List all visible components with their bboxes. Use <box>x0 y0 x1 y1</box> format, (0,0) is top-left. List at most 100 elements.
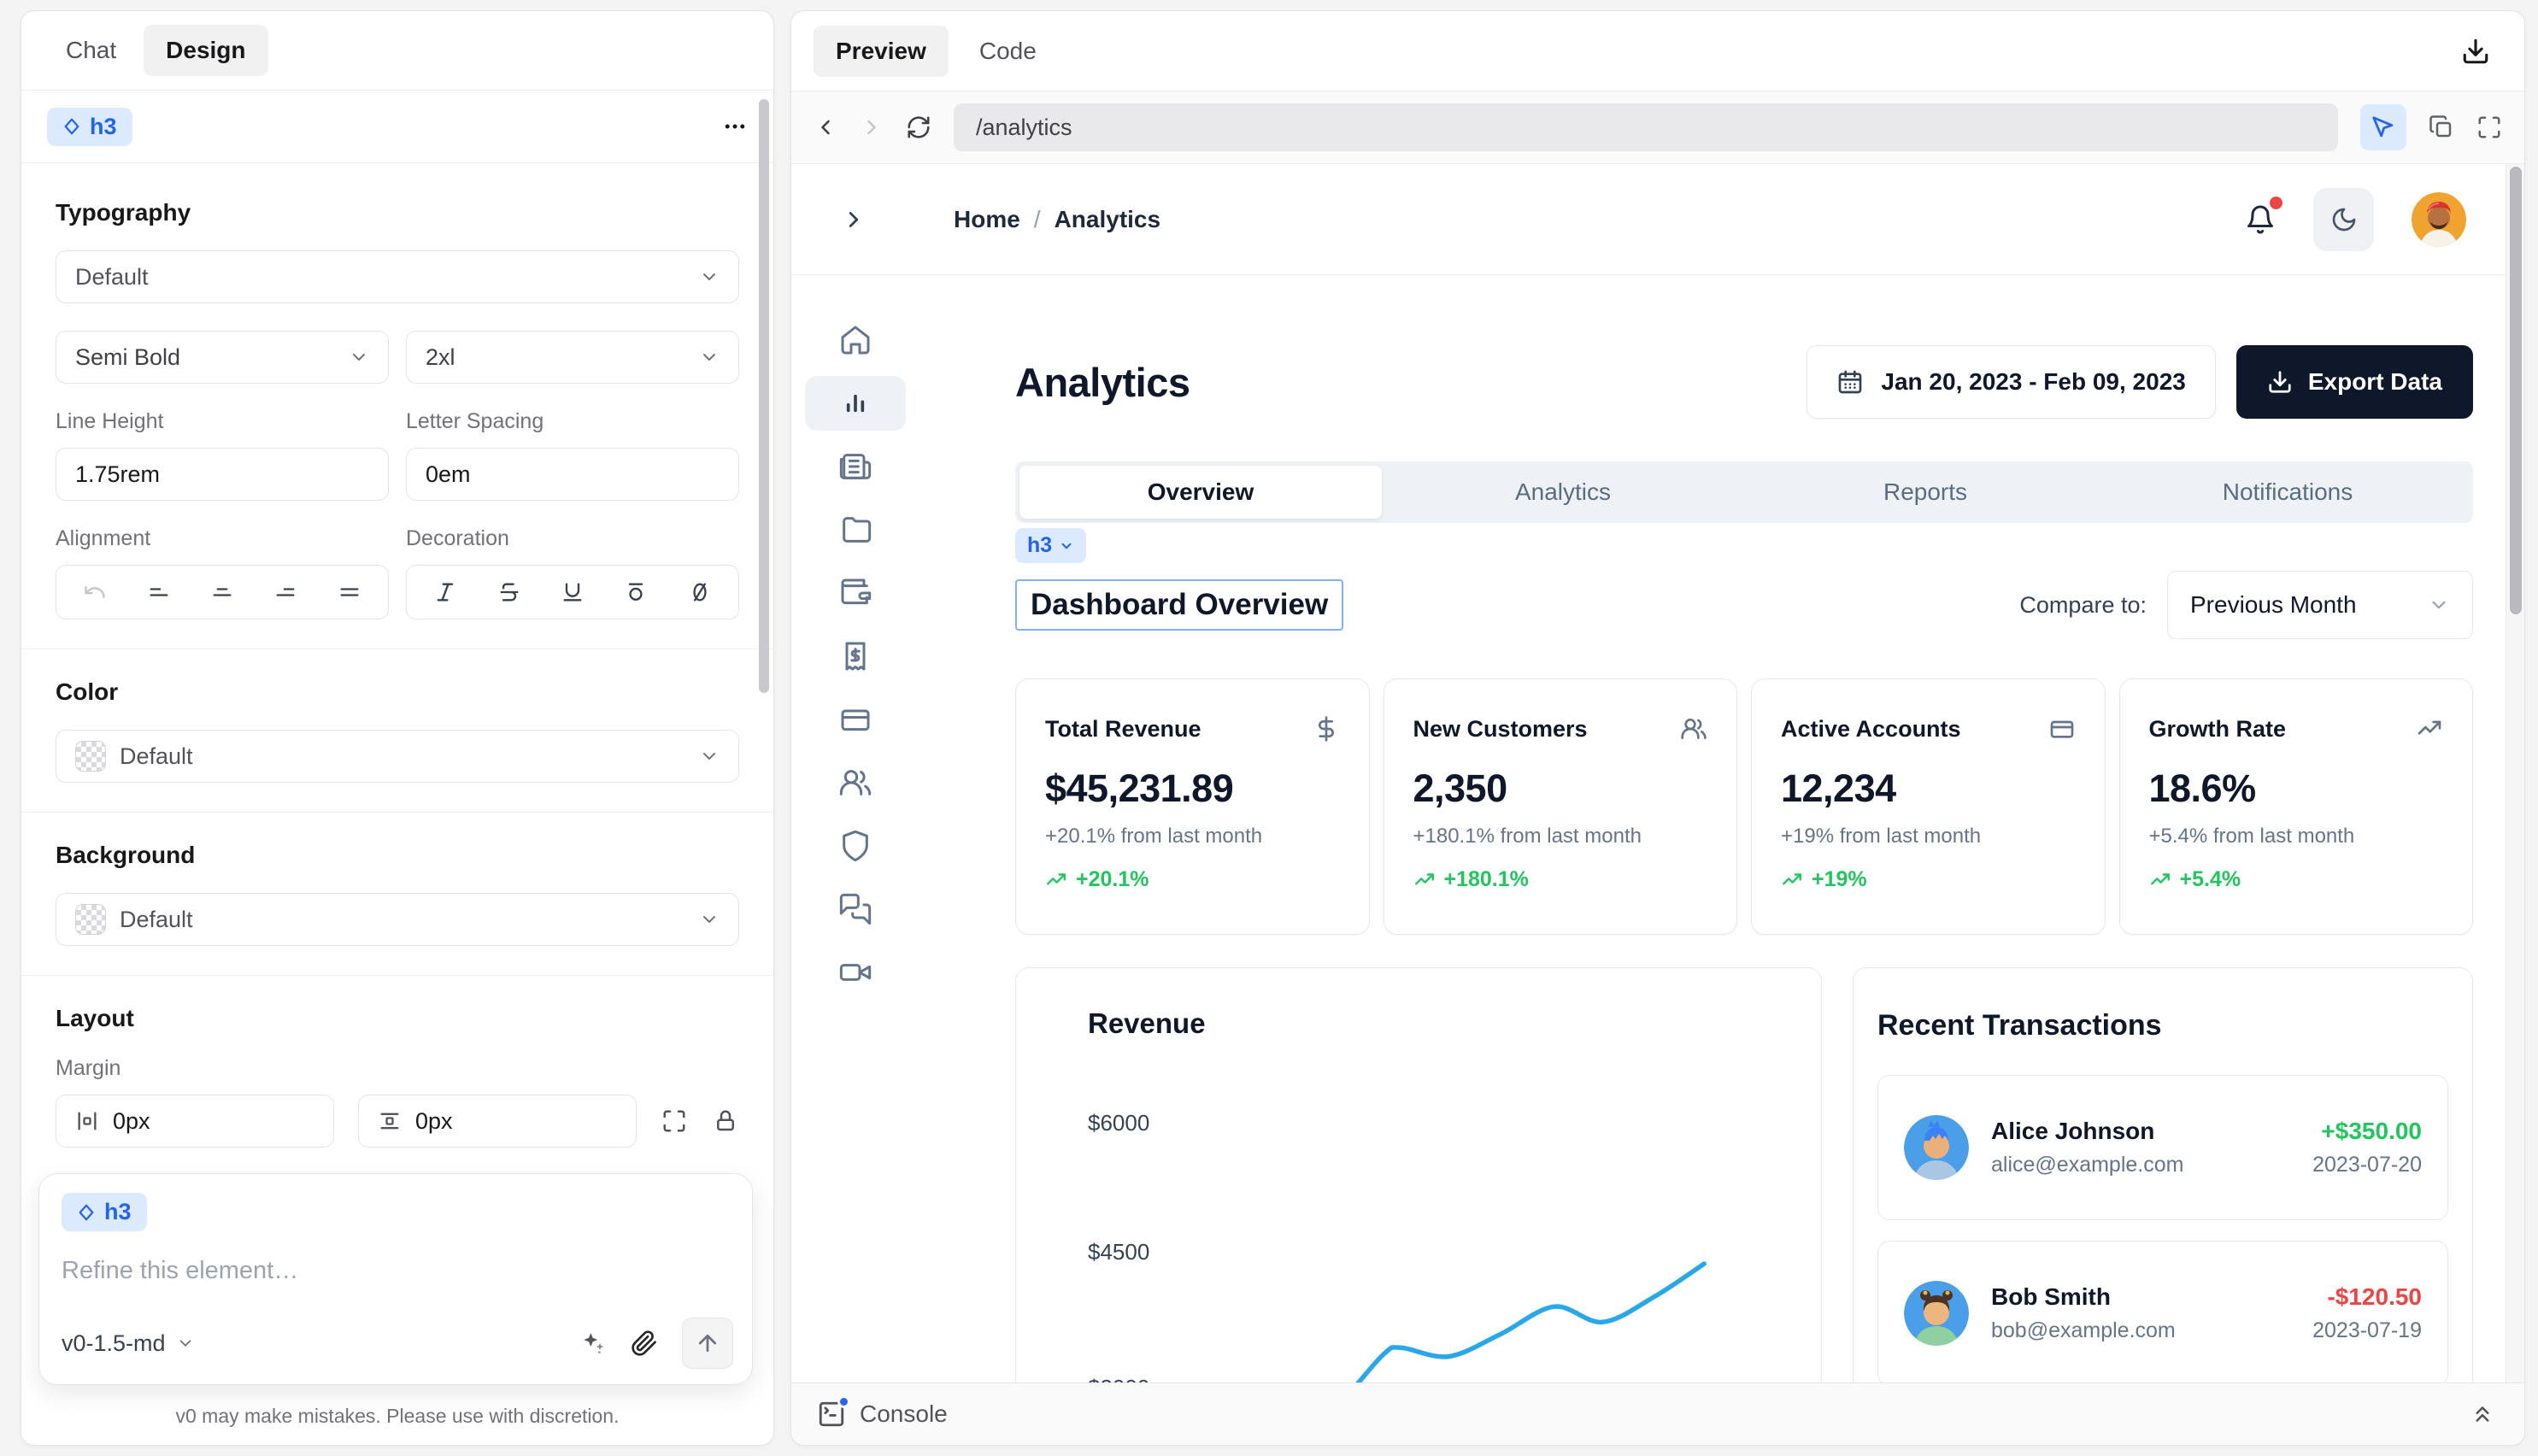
chevron-down-icon <box>2428 594 2450 616</box>
paperclip-icon[interactable] <box>631 1330 658 1357</box>
notifications-bell-icon[interactable] <box>2245 196 2282 235</box>
dark-mode-toggle[interactable] <box>2313 187 2374 251</box>
preview-panel-header: Preview Code <box>791 11 2524 91</box>
expand-margin-icon[interactable] <box>661 1101 688 1141</box>
tab-analytics[interactable]: Analytics <box>1514 478 1612 505</box>
sidebar-item-video[interactable] <box>805 945 906 1000</box>
scrollbar-thumb[interactable] <box>2510 167 2522 614</box>
copy-icon[interactable] <box>2429 114 2454 140</box>
italic-icon[interactable] <box>433 580 457 604</box>
sidebar-item-users[interactable] <box>805 755 906 810</box>
sparkles-icon[interactable] <box>579 1330 607 1357</box>
preview-scrollbar[interactable] <box>2506 164 2524 1383</box>
tab-preview[interactable]: Preview <box>814 25 949 77</box>
sidebar-item-news[interactable] <box>805 439 906 494</box>
font-family-select[interactable]: Default <box>56 250 739 303</box>
margin-y-input[interactable]: 0px <box>358 1095 637 1148</box>
dashboard-sidebar <box>791 275 919 1383</box>
download-icon <box>2267 369 2293 395</box>
receipt-icon <box>838 639 872 673</box>
sidebar-item-wallet[interactable] <box>805 566 906 620</box>
trending-up-icon <box>1781 869 1803 891</box>
line-height-input[interactable]: 1.75rem <box>56 448 389 501</box>
chart-title: Revenue <box>1088 1007 1206 1039</box>
chevrons-up-icon[interactable] <box>2470 1401 2495 1427</box>
more-options-icon[interactable] <box>722 114 748 139</box>
element-badge[interactable]: h3 <box>47 107 132 146</box>
send-button[interactable] <box>682 1318 733 1369</box>
design-panel-header: Chat Design <box>21 11 773 91</box>
lock-margin-icon[interactable] <box>712 1101 739 1141</box>
transparent-swatch-icon <box>75 741 106 772</box>
console-bar[interactable]: Console <box>791 1383 2524 1445</box>
tab-overview[interactable]: Overview <box>1019 466 1382 519</box>
component-diamond-icon <box>62 117 81 136</box>
download-icon[interactable] <box>2461 37 2490 66</box>
tab-chat[interactable]: Chat <box>66 37 117 63</box>
sidebar-item-analytics[interactable] <box>805 376 906 431</box>
font-weight-select[interactable]: Semi Bold <box>56 331 389 384</box>
letter-spacing-input[interactable]: 0em <box>406 448 739 501</box>
sidebar-item-cards[interactable] <box>805 692 906 747</box>
preview-nav-bar: /analytics <box>791 91 2524 164</box>
fullscreen-icon[interactable] <box>2476 114 2502 140</box>
sidebar-item-home[interactable] <box>805 313 906 367</box>
tab-design[interactable]: Design <box>144 25 268 76</box>
credit-card-icon <box>838 702 872 737</box>
compare-select[interactable]: Previous Month <box>2167 571 2473 639</box>
sidebar-item-invoices[interactable] <box>805 629 906 684</box>
align-justify-icon[interactable] <box>338 580 361 604</box>
align-right-icon[interactable] <box>273 580 297 604</box>
no-decoration-icon[interactable] <box>688 580 712 604</box>
color-select[interactable]: Default <box>56 730 739 783</box>
align-center-icon[interactable] <box>210 580 234 604</box>
sidebar-item-security[interactable] <box>805 819 906 873</box>
terminal-icon <box>817 1395 850 1429</box>
divider <box>21 975 773 976</box>
date-range-picker[interactable]: Jan 20, 2023 - Feb 09, 2023 <box>1807 345 2216 419</box>
tab-reports[interactable]: Reports <box>1883 478 1968 505</box>
stat-card-new-customers: New Customers 2,350 +180.1% from last mo… <box>1383 678 1737 935</box>
underline-icon[interactable] <box>561 580 585 604</box>
inspect-cursor-button[interactable] <box>2360 104 2406 150</box>
sidebar-item-files[interactable] <box>805 502 906 557</box>
design-panel-scrollbar[interactable] <box>759 99 769 693</box>
breadcrumb-home[interactable]: Home <box>954 205 1020 232</box>
alignment-label: Alignment <box>56 526 151 550</box>
undo-icon[interactable] <box>83 580 107 604</box>
user-avatar[interactable] <box>2412 191 2466 247</box>
composer-element-badge[interactable]: h3 <box>62 1193 147 1231</box>
tab-notifications[interactable]: Notifications <box>2222 478 2353 505</box>
letter-spacing-label: Letter Spacing <box>406 409 544 433</box>
url-bar[interactable]: /analytics <box>954 103 2338 151</box>
transaction-amount: +$350.00 <box>2321 1118 2422 1144</box>
preview-panel: Preview Code /analytics <box>790 10 2525 1446</box>
margin-label: Margin <box>56 1056 121 1080</box>
composer-input[interactable]: Refine this element… <box>62 1257 299 1284</box>
transaction-row[interactable]: Alice Johnson alice@example.com +$350.00… <box>1877 1075 2448 1220</box>
recent-transactions-card: Recent Transactions Alice Johnson alice@… <box>1853 967 2473 1383</box>
forward-icon[interactable] <box>860 115 884 139</box>
sidebar-toggle-icon[interactable] <box>841 207 867 232</box>
transparent-swatch-icon <box>75 904 106 935</box>
back-icon[interactable] <box>814 115 837 139</box>
dashboard-main: Analytics Jan 20, 2023 - Feb 09, 2023 <box>919 275 2524 1383</box>
model-select[interactable]: v0-1.5-md <box>62 1330 195 1357</box>
decoration-label: Decoration <box>406 526 509 550</box>
margin-x-input[interactable]: 0px <box>56 1095 334 1148</box>
background-select[interactable]: Default <box>56 893 739 946</box>
transaction-row[interactable]: Bob Smith bob@example.com -$120.50 2023-… <box>1877 1241 2448 1383</box>
selection-tag[interactable]: h3 <box>1015 528 1087 563</box>
sidebar-item-messages[interactable] <box>805 882 906 936</box>
strikethrough-icon[interactable] <box>497 580 521 604</box>
refresh-icon[interactable] <box>906 114 931 140</box>
font-size-select[interactable]: 2xl <box>406 331 739 384</box>
divider <box>21 812 773 813</box>
tab-code[interactable]: Code <box>978 37 1037 64</box>
export-data-button[interactable]: Export Data <box>2235 345 2473 419</box>
avatar <box>1904 1115 1969 1180</box>
overline-icon[interactable] <box>624 580 648 604</box>
align-left-icon[interactable] <box>147 580 171 604</box>
section-title-selected[interactable]: Dashboard Overview <box>1015 579 1344 631</box>
chevron-down-icon <box>349 347 369 367</box>
